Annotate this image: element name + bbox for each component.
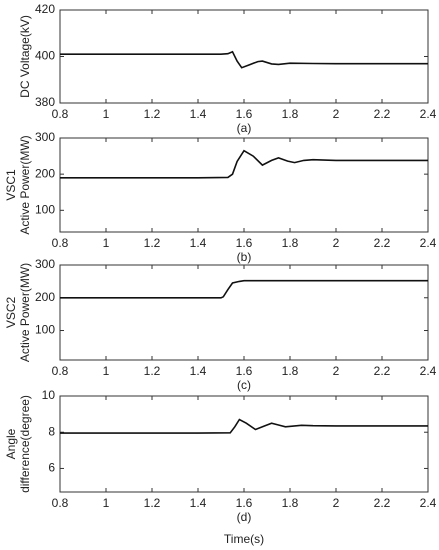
x-tick-label: 0.8 [52, 107, 69, 121]
x-tick-label: 1.6 [236, 107, 253, 121]
x-tick-label: 1.4 [190, 107, 207, 121]
line [60, 279, 428, 299]
x-tick-label: 1.8 [282, 364, 299, 378]
y-axis-label: difference(degree) [18, 395, 32, 493]
x-tick-label: 0.8 [52, 236, 69, 250]
caption: (c) [237, 378, 251, 392]
x-tick-label: 2.4 [420, 364, 437, 378]
y-axis-label: VSC1 [4, 169, 18, 201]
x-tick-label: 2.2 [374, 107, 391, 121]
x-tick-label: 1.8 [282, 236, 299, 250]
y-tick-label: 400 [35, 49, 55, 63]
x-tick-label: 1 [103, 496, 110, 510]
plot-area [59, 264, 429, 361]
x-tick-label: 0.8 [52, 496, 69, 510]
x-tick-label: 2.2 [374, 364, 391, 378]
y-tick-label: 420 [35, 2, 55, 16]
y-tick-label: 10 [42, 388, 56, 402]
y-tick-label: 200 [35, 290, 55, 304]
x-tick-label: 1.2 [144, 107, 161, 121]
x-tick-label: 2 [333, 107, 340, 121]
x-axis-label: Time(s) [224, 532, 264, 546]
x-tick-label: 1.4 [190, 496, 207, 510]
plot-area [59, 9, 429, 104]
y-tick-label: 200 [35, 166, 55, 180]
y-axis-label: Active Power(MW) [18, 263, 32, 362]
caption: (a) [237, 121, 252, 135]
line [60, 50, 428, 69]
x-tick-label: 1.6 [236, 236, 253, 250]
y-tick-label: 300 [35, 130, 55, 144]
y-tick-label: 300 [35, 257, 55, 271]
y-axis-label: Active Power(MW) [18, 135, 32, 234]
x-tick-label: 2.2 [374, 236, 391, 250]
x-tick-label: 1.2 [144, 236, 161, 250]
x-tick-label: 1.6 [236, 364, 253, 378]
y-tick-label: 6 [48, 461, 55, 475]
x-tick-label: 2 [333, 496, 340, 510]
x-tick-label: 0.8 [52, 364, 69, 378]
x-tick-label: 2 [333, 236, 340, 250]
x-tick-label: 1 [103, 364, 110, 378]
x-tick-label: 1 [103, 236, 110, 250]
x-tick-label: 1.8 [282, 496, 299, 510]
caption: (d) [237, 510, 252, 524]
x-tick-label: 1.2 [144, 496, 161, 510]
y-axis-label: VSC2 [4, 297, 18, 329]
x-tick-label: 1.4 [190, 236, 207, 250]
x-tick-label: 2 [333, 364, 340, 378]
x-tick-label: 1.4 [190, 364, 207, 378]
y-tick-label: 100 [35, 323, 55, 337]
plot-area [59, 395, 429, 493]
y-tick-label: 380 [35, 95, 55, 109]
y-tick-label: 100 [35, 202, 55, 216]
x-tick-label: 2.4 [420, 107, 437, 121]
caption: (b) [237, 250, 252, 264]
y-axis-label: DC Voltage(kV) [18, 15, 32, 98]
x-tick-label: 1.6 [236, 496, 253, 510]
x-tick-label: 2.2 [374, 496, 391, 510]
x-tick-label: 2.4 [420, 496, 437, 510]
y-axis-label: Angle [4, 428, 18, 459]
line [60, 149, 428, 179]
y-tick-label: 8 [48, 424, 55, 438]
x-tick-label: 1 [103, 107, 110, 121]
x-tick-label: 1.2 [144, 364, 161, 378]
x-tick-label: 1.8 [282, 107, 299, 121]
x-tick-label: 2.4 [420, 236, 437, 250]
line [60, 418, 428, 434]
